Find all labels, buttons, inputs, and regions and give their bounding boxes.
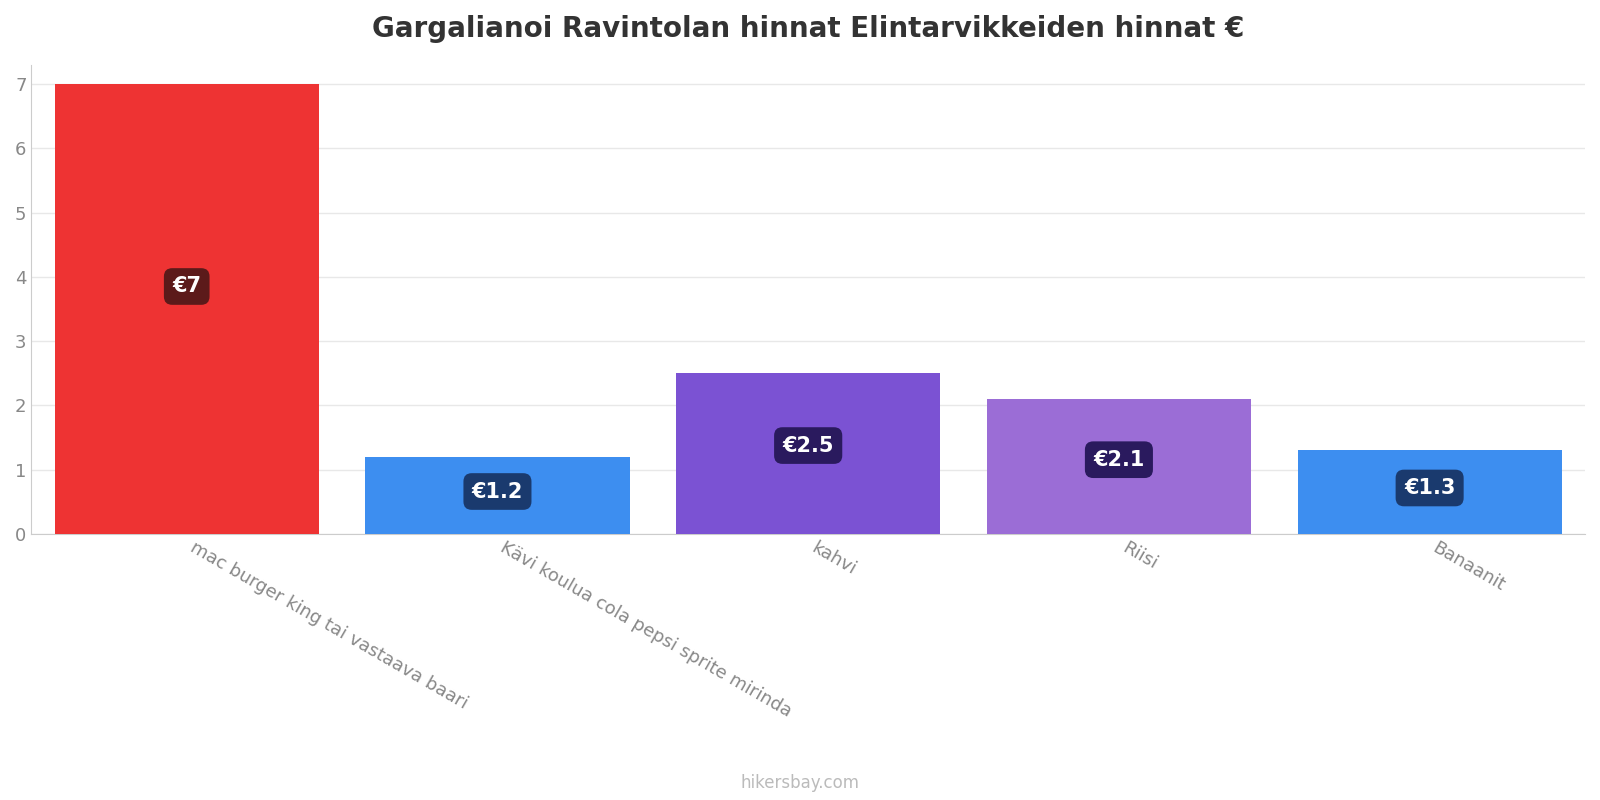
- Text: €1.2: €1.2: [472, 482, 523, 502]
- Bar: [677, 374, 941, 534]
- Text: €7: €7: [173, 277, 202, 297]
- Text: €2.5: €2.5: [782, 435, 834, 455]
- Text: €2.1: €2.1: [1093, 450, 1144, 470]
- Bar: [54, 84, 318, 534]
- Bar: [365, 457, 629, 534]
- Title: Gargalianoi Ravintolan hinnat Elintarvikkeiden hinnat €: Gargalianoi Ravintolan hinnat Elintarvik…: [371, 15, 1245, 43]
- Bar: [1298, 450, 1562, 534]
- Text: hikersbay.com: hikersbay.com: [741, 774, 859, 792]
- Bar: [987, 399, 1251, 534]
- Text: €1.3: €1.3: [1403, 478, 1456, 498]
